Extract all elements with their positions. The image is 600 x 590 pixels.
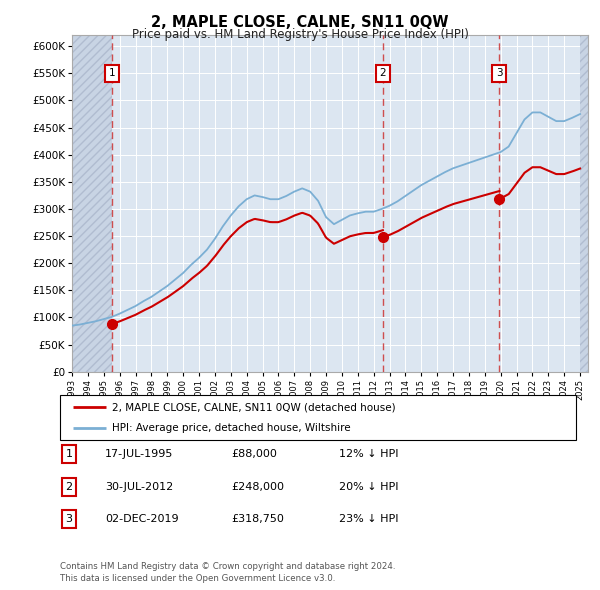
Text: 17-JUL-1995: 17-JUL-1995 (105, 450, 173, 459)
Text: Contains HM Land Registry data © Crown copyright and database right 2024.: Contains HM Land Registry data © Crown c… (60, 562, 395, 571)
Text: £88,000: £88,000 (231, 450, 277, 459)
Text: 1: 1 (65, 450, 73, 459)
Text: 3: 3 (65, 514, 73, 524)
Text: 20% ↓ HPI: 20% ↓ HPI (339, 482, 398, 491)
Text: HPI: Average price, detached house, Wiltshire: HPI: Average price, detached house, Wilt… (112, 422, 350, 432)
Text: Price paid vs. HM Land Registry's House Price Index (HPI): Price paid vs. HM Land Registry's House … (131, 28, 469, 41)
Bar (580, 35, 588, 372)
Text: £318,750: £318,750 (231, 514, 284, 524)
Text: 1: 1 (109, 68, 116, 78)
Text: 2: 2 (380, 68, 386, 78)
FancyBboxPatch shape (60, 395, 576, 440)
Text: 30-JUL-2012: 30-JUL-2012 (105, 482, 173, 491)
Text: 2: 2 (65, 482, 73, 491)
Text: 23% ↓ HPI: 23% ↓ HPI (339, 514, 398, 524)
Bar (72, 35, 112, 372)
Text: 3: 3 (496, 68, 503, 78)
Text: 2, MAPLE CLOSE, CALNE, SN11 0QW: 2, MAPLE CLOSE, CALNE, SN11 0QW (151, 15, 449, 30)
Text: 12% ↓ HPI: 12% ↓ HPI (339, 450, 398, 459)
Text: £248,000: £248,000 (231, 482, 284, 491)
Text: 2, MAPLE CLOSE, CALNE, SN11 0QW (detached house): 2, MAPLE CLOSE, CALNE, SN11 0QW (detache… (112, 402, 395, 412)
Text: This data is licensed under the Open Government Licence v3.0.: This data is licensed under the Open Gov… (60, 573, 335, 583)
Text: 02-DEC-2019: 02-DEC-2019 (105, 514, 179, 524)
